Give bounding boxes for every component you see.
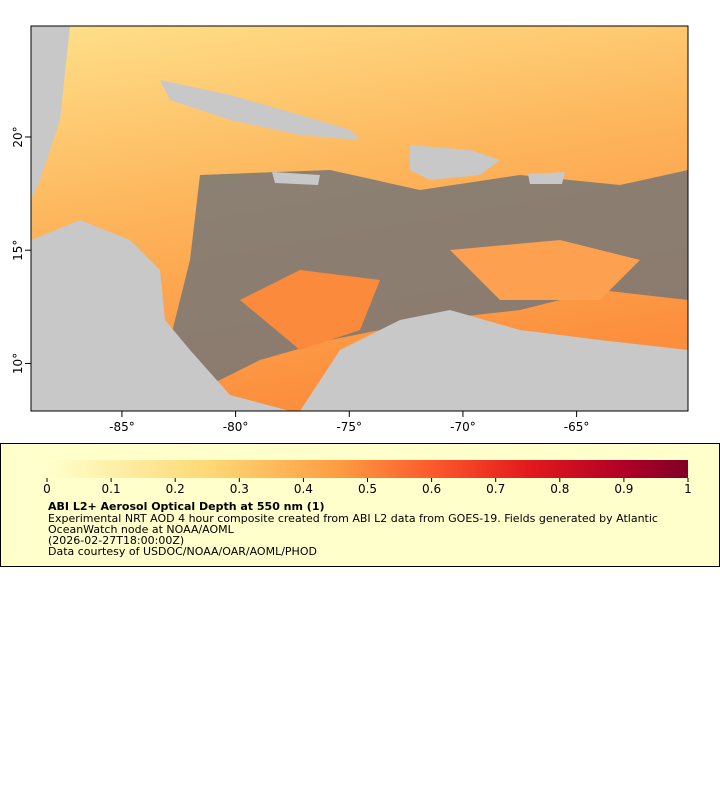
colorbar-tick-label: 0.5 <box>358 482 377 496</box>
colorbar-tick-label: 0.9 <box>614 482 633 496</box>
colorbar-tick-label: 0.7 <box>486 482 505 496</box>
colorbar-tick-label: 0.4 <box>294 482 313 496</box>
lat-tick-label: 10° <box>11 353 25 374</box>
land <box>31 26 70 200</box>
colorbar-title: ABI L2+ Aerosol Optical Depth at 550 nm … <box>48 500 325 513</box>
note-line: (2026-02-27T18:00:00Z) <box>48 534 184 547</box>
lon-tick-label: -75° <box>336 420 362 434</box>
aod-patch <box>450 240 640 300</box>
aod-patch <box>240 270 380 350</box>
colorbar <box>47 460 688 478</box>
land <box>410 145 500 180</box>
land <box>528 172 565 184</box>
note-line: OceanWatch node at NOAA/AOML <box>48 523 235 536</box>
land <box>31 220 290 411</box>
note-line: Experimental NRT AOD 4 hour composite cr… <box>48 512 658 525</box>
land <box>300 310 688 411</box>
colorbar-tick-label: 0.6 <box>422 482 441 496</box>
lat-tick-label: 20° <box>11 126 25 147</box>
colorbar-tick-label: 0.2 <box>166 482 185 496</box>
colorbar-tick-label: 1 <box>684 482 692 496</box>
land <box>272 172 320 185</box>
lon-tick-label: -70° <box>450 420 476 434</box>
colorbar-tick-label: 0 <box>43 482 51 496</box>
colorbar-tick-label: 0.8 <box>550 482 569 496</box>
colorbar-tick-label: 0.3 <box>230 482 249 496</box>
map <box>31 26 688 411</box>
lon-tick-label: -65° <box>564 420 590 434</box>
colorbar-tick-label: 0.1 <box>102 482 121 496</box>
map-frame <box>30 25 689 412</box>
land <box>160 80 360 140</box>
lon-tick-label: -85° <box>109 420 135 434</box>
note-line: Data courtesy of USDOC/NOAA/OAR/AOML/PHO… <box>48 545 317 558</box>
lat-tick-label: 15° <box>11 240 25 261</box>
lon-tick-label: -80° <box>223 420 249 434</box>
